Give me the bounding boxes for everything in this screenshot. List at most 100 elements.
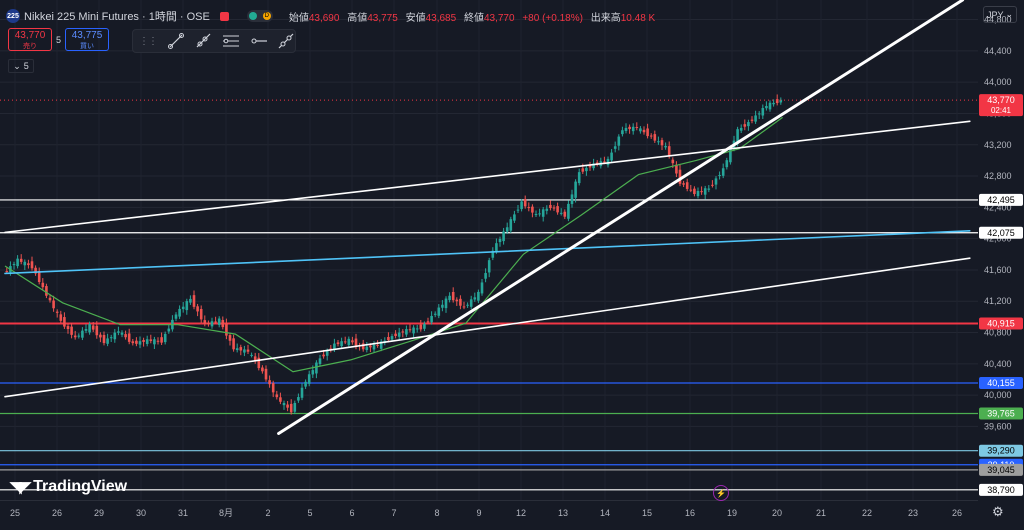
candle-body: [480, 282, 484, 294]
gear-icon[interactable]: ⚙: [992, 504, 1004, 519]
price-level-tag: [979, 193, 1023, 206]
candle-body: [491, 250, 495, 258]
sell-button[interactable]: 43,770 売り: [8, 28, 52, 51]
time-tick-label: 30: [136, 508, 146, 518]
candle-body: [531, 206, 534, 213]
candle-body: [365, 346, 369, 351]
time-tick-label: 16: [685, 508, 695, 518]
candle-body: [703, 188, 707, 195]
candle-body: [340, 341, 343, 347]
candle-body: [707, 188, 711, 190]
candle-body: [253, 356, 257, 362]
price-tick-label: 39,600: [984, 421, 1012, 431]
candle-body: [444, 298, 448, 309]
candle-body: [246, 349, 250, 352]
candle-body: [264, 368, 268, 380]
trend-line-tool-icon[interactable]: [167, 32, 184, 50]
candle-body: [243, 349, 246, 353]
candle-body: [595, 162, 599, 165]
price-axis[interactable]: 44,80044,40044,00043,60043,20042,80042,4…: [978, 0, 1024, 517]
candle-body: [271, 383, 275, 393]
price-level-tag: [979, 226, 1023, 239]
candle-body: [228, 335, 232, 341]
flag-icon[interactable]: [219, 11, 229, 21]
time-tick-label: 26: [52, 508, 62, 518]
candle-body: [423, 323, 426, 329]
indicator-collapse-button[interactable]: ⌄ 5: [8, 59, 34, 73]
candle-body: [336, 342, 340, 345]
ray-tool-icon[interactable]: [194, 32, 211, 50]
candle-body: [167, 328, 171, 332]
parallel-channel-tool-icon[interactable]: [222, 32, 240, 50]
candle-body: [473, 297, 477, 300]
extended-line-tool-icon[interactable]: [278, 32, 295, 50]
candle-body: [505, 227, 509, 232]
candle-body: [588, 165, 592, 168]
candle-body: [333, 343, 336, 350]
price-level-tag: [979, 463, 1023, 476]
candle-body: [678, 169, 682, 184]
time-axis[interactable]: 25 26 29 30 31 8月 2 5 6 7 8 9 12 13 14 15 16 19 20 21 22 23 26: [0, 500, 978, 525]
candle-body: [649, 135, 653, 137]
candle-body: [523, 199, 527, 207]
candle-body: [570, 194, 574, 205]
drag-handle-icon[interactable]: ⋮⋮: [139, 35, 158, 47]
candle-body: [660, 140, 664, 146]
candle-body: [624, 127, 628, 131]
candle-body: [405, 329, 408, 335]
candle-body: [315, 362, 318, 374]
horizontal-ray-tool-icon[interactable]: [250, 32, 268, 50]
candle-body: [23, 261, 27, 266]
price-chart[interactable]: [0, 0, 978, 512]
candle-body: [736, 129, 739, 145]
price-tick-label: 42,400: [984, 202, 1012, 212]
candle-body: [207, 322, 210, 325]
candle-body: [84, 329, 88, 331]
candle-body: [466, 304, 469, 306]
currency-selector[interactable]: JPY ⌄: [983, 6, 1017, 23]
candle-body: [217, 318, 221, 325]
candle-body: [765, 106, 768, 109]
current-price-tag: [979, 94, 1023, 117]
candle-body: [621, 130, 624, 135]
candle-body: [293, 402, 297, 412]
candle-body: [685, 182, 689, 189]
candle-body: [138, 341, 142, 345]
price-tick-label: 44,000: [984, 77, 1012, 87]
candle-body: [552, 207, 556, 209]
chart-header: 225 Nikkei 225 Mini Futures · 1時間 · OSE …: [6, 8, 660, 24]
candle-body: [113, 332, 117, 340]
candle-body: [495, 243, 498, 252]
price-level-label: 42,495: [987, 195, 1015, 205]
candle-body: [757, 113, 761, 115]
candle-body: [27, 263, 30, 266]
buy-button[interactable]: 43,775 買い: [65, 28, 110, 51]
symbol-title[interactable]: Nikkei 225 Mini Futures · 1時間 · OSE: [24, 11, 210, 23]
candle-body: [628, 126, 631, 130]
candle-body: [603, 161, 606, 163]
lightning-icon[interactable]: ⚡: [713, 485, 729, 501]
volume-value: 10.48 K: [620, 12, 656, 24]
candle-body: [322, 354, 325, 357]
chart-plot-area[interactable]: [0, 0, 978, 512]
candle-body: [559, 212, 563, 214]
candle-body: [279, 397, 282, 402]
candle-body: [73, 335, 77, 338]
candle-body: [574, 181, 577, 198]
candle-body: [347, 338, 351, 346]
candle-body: [768, 102, 772, 110]
delayed-badge: D: [262, 12, 271, 20]
candle-body: [671, 159, 675, 164]
time-tick-label: 23: [908, 508, 918, 518]
candle-body: [577, 172, 581, 184]
market-status-toggle[interactable]: D: [246, 10, 273, 22]
candle-body: [99, 334, 102, 338]
candle-body: [419, 324, 423, 330]
candle-body: [743, 124, 747, 127]
trade-panel: 43,770 売り 5 43,775 買い: [8, 28, 110, 51]
price-tick-label: 44,400: [984, 46, 1012, 56]
candle-body: [441, 304, 444, 308]
candle-body: [538, 213, 541, 215]
candle-body: [750, 119, 754, 121]
order-quantity[interactable]: 5: [56, 34, 62, 45]
